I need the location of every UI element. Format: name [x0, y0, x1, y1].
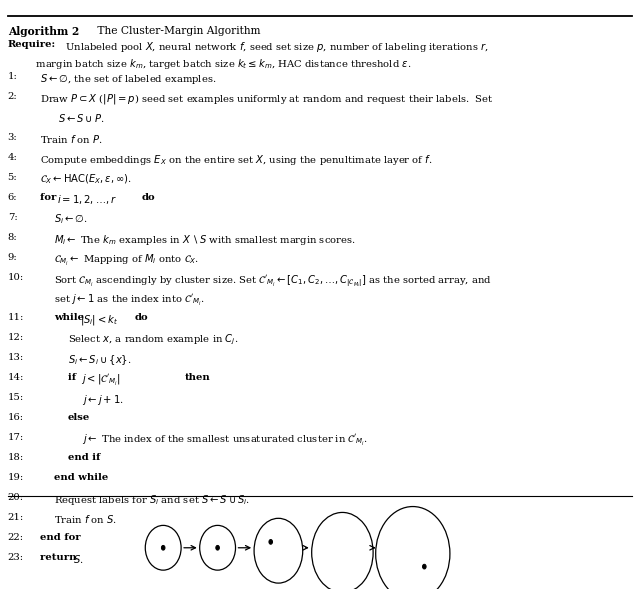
Ellipse shape	[332, 537, 335, 542]
Ellipse shape	[349, 537, 353, 542]
Text: 23:: 23:	[8, 553, 24, 562]
Text: 17:: 17:	[8, 433, 24, 442]
Text: margin batch size $k_m$, target batch size $k_t \leq k_m$, HAC distance threshol: margin batch size $k_m$, target batch si…	[26, 57, 411, 71]
Text: 4:: 4:	[8, 153, 17, 161]
Text: Request labels for $S_i$ and set $S \leftarrow S \cup S_i$.: Request labels for $S_i$ and set $S \lef…	[54, 493, 250, 507]
Text: do: do	[135, 313, 148, 322]
Text: $|S_i| < k_t$: $|S_i| < k_t$	[80, 313, 118, 327]
Text: The Cluster-Margin Algorithm: The Cluster-Margin Algorithm	[94, 26, 260, 36]
Text: $S_i \leftarrow \emptyset$.: $S_i \leftarrow \emptyset$.	[54, 213, 88, 226]
Text: if: if	[68, 373, 79, 382]
Ellipse shape	[399, 564, 403, 569]
Text: return: return	[40, 553, 80, 562]
Ellipse shape	[269, 540, 273, 544]
Text: $S$.: $S$.	[70, 553, 84, 565]
Text: 9:: 9:	[8, 253, 17, 262]
Text: 3:: 3:	[8, 133, 17, 141]
Text: $M_i \leftarrow$ The $k_m$ examples in $X \setminus S$ with smallest margin scor: $M_i \leftarrow$ The $k_m$ examples in $…	[54, 233, 356, 247]
Text: $\mathcal{C}_{M_i} \leftarrow$ Mapping of $M_i$ onto $\mathcal{C}_X$.: $\mathcal{C}_{M_i} \leftarrow$ Mapping o…	[54, 253, 199, 268]
Ellipse shape	[269, 557, 273, 562]
Text: then: then	[184, 373, 210, 382]
Text: 15:: 15:	[8, 393, 24, 402]
Text: 12:: 12:	[8, 333, 24, 342]
Text: set $j \leftarrow 1$ as the index into $\mathcal{C}'_{M_i}$.: set $j \leftarrow 1$ as the index into $…	[54, 293, 204, 308]
Text: 20:: 20:	[8, 493, 24, 502]
Text: 2:: 2:	[8, 92, 17, 101]
Text: do: do	[142, 193, 156, 201]
Ellipse shape	[349, 563, 353, 568]
Ellipse shape	[411, 534, 415, 538]
Ellipse shape	[353, 550, 356, 555]
Text: while: while	[54, 313, 87, 322]
Ellipse shape	[397, 548, 401, 553]
Ellipse shape	[284, 557, 288, 562]
Text: $i = 1, 2, \ldots, r$: $i = 1, 2, \ldots, r$	[57, 193, 117, 206]
Text: 7:: 7:	[8, 213, 17, 221]
Text: Select $x$, a random example in $C_j$.: Select $x$, a random example in $C_j$.	[68, 333, 238, 347]
Text: else: else	[68, 413, 90, 422]
Ellipse shape	[425, 548, 429, 553]
Ellipse shape	[161, 545, 165, 550]
Text: $S \leftarrow S \cup P$.: $S \leftarrow S \cup P$.	[58, 112, 104, 124]
Text: Algorithm 2: Algorithm 2	[8, 26, 79, 37]
Text: 21:: 21:	[8, 513, 24, 522]
Text: 19:: 19:	[8, 473, 24, 482]
Text: 16:: 16:	[8, 413, 24, 422]
Text: for: for	[40, 193, 60, 201]
Ellipse shape	[332, 563, 335, 568]
Text: 5:: 5:	[8, 173, 17, 181]
Text: 13:: 13:	[8, 353, 24, 362]
Ellipse shape	[284, 540, 288, 544]
Ellipse shape	[422, 564, 426, 569]
Text: Unlabeled pool $X$, neural network $f$, seed set size $p$, number of labeling it: Unlabeled pool $X$, neural network $f$, …	[62, 40, 489, 54]
Text: 18:: 18:	[8, 453, 24, 462]
Ellipse shape	[216, 545, 220, 550]
Text: end if: end if	[68, 453, 100, 462]
Text: 14:: 14:	[8, 373, 24, 382]
Text: 1:: 1:	[8, 72, 17, 81]
Text: $j \leftarrow$ The index of the smallest unsaturated cluster in $\mathcal{C}'_{M: $j \leftarrow$ The index of the smallest…	[82, 433, 368, 448]
Text: 11:: 11:	[8, 313, 24, 322]
Ellipse shape	[411, 568, 415, 573]
Ellipse shape	[422, 535, 426, 540]
Text: Require:: Require:	[8, 40, 56, 49]
Text: Train $f$ on $S$.: Train $f$ on $S$.	[54, 513, 117, 525]
Ellipse shape	[399, 535, 403, 540]
Text: 6:: 6:	[8, 193, 17, 201]
Text: end while: end while	[54, 473, 108, 482]
Text: $S \leftarrow \emptyset$, the set of labeled examples.: $S \leftarrow \emptyset$, the set of lab…	[40, 72, 216, 87]
Text: $S_i \leftarrow S_i \cup \{x\}$.: $S_i \leftarrow S_i \cup \{x\}$.	[68, 353, 131, 366]
Text: Sort $\mathcal{C}_{M_i}$ ascendingly by cluster size. Set $\mathcal{C}'_{M_i} \l: Sort $\mathcal{C}_{M_i}$ ascendingly by …	[54, 273, 492, 289]
Text: Train $f$ on $P$.: Train $f$ on $P$.	[40, 133, 102, 144]
Text: Compute embeddings $E_X$ on the entire set $X$, using the penultimate layer of $: Compute embeddings $E_X$ on the entire s…	[40, 153, 432, 167]
Text: Draw $P \subset X$ ($|P| = p$) seed set examples uniformly at random and request: Draw $P \subset X$ ($|P| = p$) seed set …	[40, 92, 493, 107]
Text: $j < |\mathcal{C}'_{M_i}|$: $j < |\mathcal{C}'_{M_i}|$	[81, 373, 122, 388]
Text: 10:: 10:	[8, 273, 24, 282]
Text: $j \leftarrow j + 1$.: $j \leftarrow j + 1$.	[82, 393, 124, 407]
Text: 22:: 22:	[8, 533, 24, 542]
Text: 8:: 8:	[8, 233, 17, 241]
Text: end for: end for	[40, 533, 80, 542]
Text: $\mathcal{C}_X \leftarrow \mathrm{HAC}(E_X, \epsilon, \infty)$.: $\mathcal{C}_X \leftarrow \mathrm{HAC}(E…	[40, 173, 132, 186]
Ellipse shape	[328, 550, 332, 555]
